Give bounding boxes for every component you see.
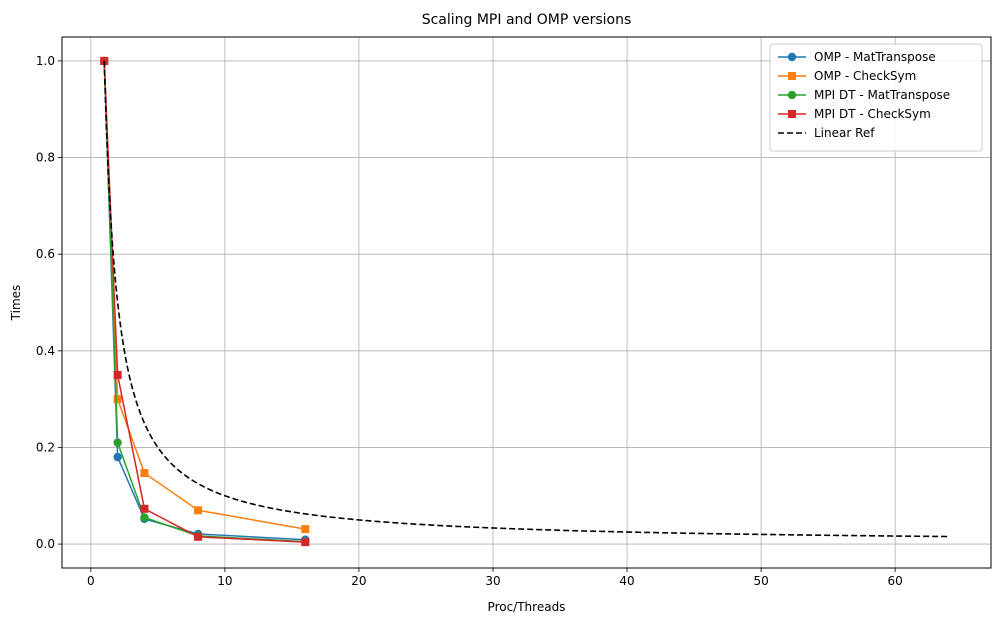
legend-item: Linear Ref — [778, 126, 875, 140]
x-tick-label: 50 — [753, 574, 768, 588]
y-tick-label: 0.0 — [36, 537, 55, 551]
data-point — [194, 532, 203, 541]
data-point — [301, 525, 310, 534]
legend-item: MPI DT - CheckSym — [778, 107, 931, 121]
x-tick-label: 40 — [619, 574, 634, 588]
data-point — [140, 504, 149, 513]
x-axis-label: Proc/Threads — [488, 600, 566, 614]
y-tick-label: 0.6 — [36, 247, 55, 261]
y-tick-label: 1.0 — [36, 54, 55, 68]
legend-marker — [788, 110, 796, 118]
data-point — [113, 452, 122, 462]
data-point — [140, 469, 149, 478]
data-point — [113, 395, 122, 404]
legend-item: OMP - CheckSym — [778, 69, 916, 83]
y-tick-label: 0.8 — [36, 151, 55, 165]
x-tick-label: 20 — [351, 574, 366, 588]
chart-title: Scaling MPI and OMP versions — [422, 12, 632, 28]
y-tick-label: 0.2 — [36, 440, 55, 454]
data-point — [301, 538, 310, 547]
series-layer — [100, 56, 949, 547]
legend-label: MPI DT - MatTranspose — [814, 88, 950, 102]
legend-label: OMP - CheckSym — [814, 69, 916, 83]
legend: OMP - MatTranspose OMP - CheckSym MPI DT -… — [769, 43, 983, 152]
plot-frame — [61, 36, 992, 569]
axis-ticks: 0 10 20 30 40 50 60 0.0 0.2 0.4 0.6 0.8 1.0 — [36, 54, 903, 588]
legend-item: MPI DT - MatTranspose — [778, 88, 950, 102]
legend-marker — [787, 52, 797, 62]
legend-label: MPI DT - CheckSym — [814, 107, 931, 121]
data-point — [140, 513, 149, 522]
data-point — [100, 56, 109, 65]
series-mpi-dt-checksym — [100, 56, 310, 547]
data-point — [113, 438, 122, 447]
legend-box — [769, 43, 983, 152]
y-tick-label: 0.4 — [36, 344, 55, 358]
legend-marker — [787, 90, 797, 100]
x-tick-label: 30 — [485, 574, 500, 588]
x-tick-label: 0 — [87, 574, 95, 588]
legend-item: OMP - MatTranspose — [778, 50, 936, 64]
data-point — [194, 506, 203, 515]
data-point — [113, 370, 122, 379]
legend-marker — [788, 72, 796, 80]
y-axis-label: Times — [9, 285, 23, 322]
grid — [62, 37, 991, 568]
x-tick-label: 10 — [217, 574, 232, 588]
x-tick-label: 60 — [888, 574, 903, 588]
legend-label: Linear Ref — [814, 126, 875, 140]
series-line — [103, 60, 949, 538]
legend-label: OMP - MatTranspose — [814, 50, 936, 64]
series-linear-ref — [103, 60, 949, 538]
